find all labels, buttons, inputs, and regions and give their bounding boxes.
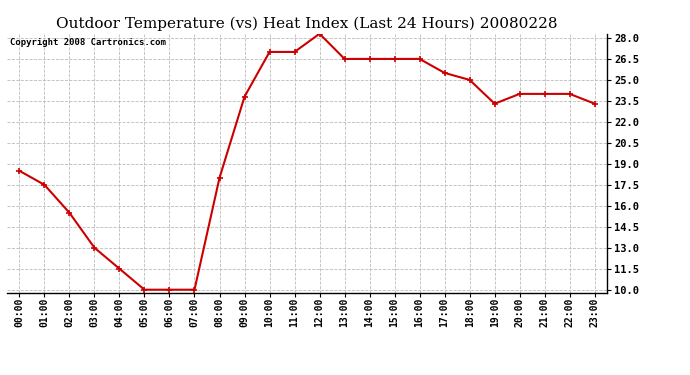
Text: Copyright 2008 Cartronics.com: Copyright 2008 Cartronics.com: [10, 38, 166, 46]
Title: Outdoor Temperature (vs) Heat Index (Last 24 Hours) 20080228: Outdoor Temperature (vs) Heat Index (Las…: [57, 17, 558, 31]
